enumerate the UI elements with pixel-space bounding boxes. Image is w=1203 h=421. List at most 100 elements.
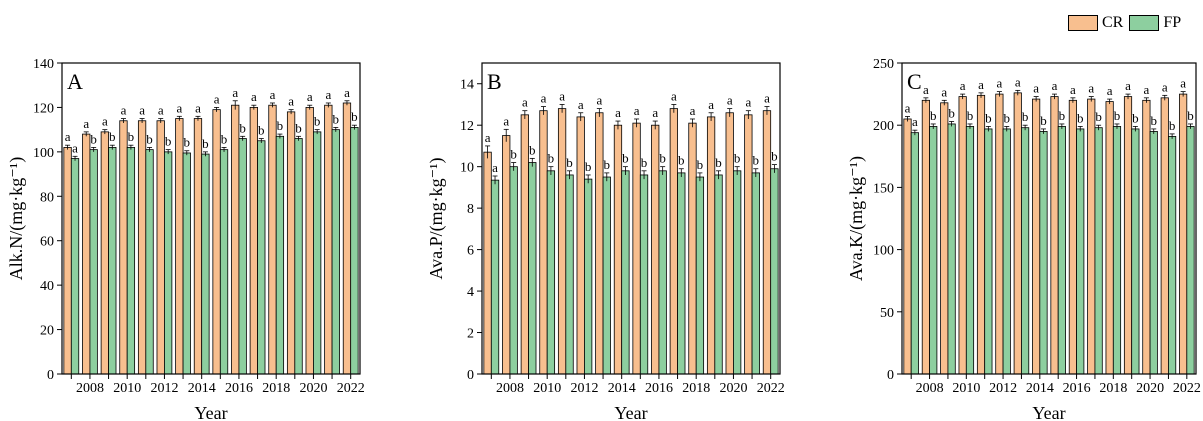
y-axis-title-c: Ava.K/(mg·kg⁻¹)	[846, 156, 867, 281]
bar-a-fp-2021	[331, 129, 340, 375]
sig-letter-c-fp-2008: b	[930, 108, 937, 123]
bar-b-cr-2010	[539, 110, 548, 375]
bar-b-cr-2007	[483, 151, 492, 375]
bar-c-fp-2022	[1186, 126, 1195, 375]
ytick-label-b-8: 8	[467, 202, 474, 217]
bar-b-cr-2019	[706, 116, 716, 375]
sig-letter-b-fp-2013: b	[604, 157, 611, 172]
sig-letter-c-fp-2014: b	[1040, 113, 1047, 128]
bar-c-cr-2014	[1032, 98, 1041, 375]
bar-c-cr-2017	[1087, 98, 1096, 375]
bar-a-cr-2015	[212, 109, 221, 375]
bar-b-fp-2010	[546, 170, 556, 375]
bar-c-cr-2010	[958, 96, 967, 375]
bar-b-cr-2022	[762, 110, 772, 375]
bar-a-cr-2007	[63, 147, 72, 375]
bar-c-cr-2015	[1050, 96, 1059, 375]
ytick-label-c-150: 150	[873, 181, 894, 196]
sig-letter-c-fp-2021: b	[1169, 118, 1176, 133]
sig-letter-c-cr-2019: a	[1125, 78, 1131, 93]
sig-letter-c-fp-2007: a	[912, 114, 918, 129]
sig-letter-c-fp-2009: b	[948, 105, 955, 120]
bar-b-fp-2007	[490, 179, 500, 375]
bar-b-cr-2018	[688, 122, 697, 375]
bar-a-cr-2018	[268, 104, 277, 375]
xtick-label-a-2022: 2022	[337, 381, 365, 396]
bar-c-cr-2021	[1160, 97, 1169, 375]
bar-a-cr-2017	[249, 107, 258, 375]
sig-letter-b-fp-2007: a	[492, 160, 498, 175]
y-axis-title-b: Ava.P/(mg·kg⁻¹)	[426, 157, 447, 279]
ytick-label-a-20: 20	[40, 324, 54, 339]
bar-c-fp-2016	[1076, 128, 1085, 375]
bar-b-fp-2018	[695, 176, 705, 375]
sig-letter-c-cr-2009: a	[941, 84, 947, 99]
y-axis-title-a: Alk.N/(mg·kg⁻¹)	[6, 157, 27, 280]
axis-frame-c	[901, 62, 1197, 375]
sig-letter-c-fp-2012: b	[1003, 110, 1010, 125]
xtick-label-c-2022: 2022	[1173, 381, 1201, 396]
bar-a-cr-2012	[156, 120, 165, 375]
sig-letter-c-cr-2007: a	[905, 100, 911, 115]
sig-letter-c-fp-2016: b	[1077, 110, 1084, 125]
bar-a-fp-2016	[238, 138, 247, 375]
sig-letter-b-cr-2018: a	[690, 103, 696, 118]
sig-letter-a-cr-2014: a	[195, 100, 201, 115]
ytick-label-b-6: 6	[467, 244, 474, 259]
sig-letter-a-cr-2020: a	[307, 89, 313, 104]
bar-c-cr-2008	[921, 99, 930, 375]
bar-a-fp-2015	[219, 149, 229, 375]
sig-letter-b-cr-2013: a	[596, 93, 602, 108]
ytick-label-a-0: 0	[47, 368, 54, 383]
sig-letter-c-fp-2019: b	[1132, 110, 1139, 125]
sig-letter-b-fp-2008: b	[510, 147, 517, 162]
xtick-label-c-2010: 2010	[952, 381, 980, 396]
bar-c-fp-2014	[1039, 131, 1048, 375]
sig-letter-b-fp-2012: b	[585, 159, 592, 174]
sig-letter-a-fp-2013: b	[184, 135, 191, 150]
xtick-label-b-2014: 2014	[608, 381, 636, 396]
legend-swatch-fp	[1129, 15, 1160, 31]
sig-letter-b-fp-2018: b	[697, 157, 704, 172]
sig-letter-c-cr-2021: a	[1162, 79, 1168, 94]
sig-letter-a-cr-2019: a	[288, 94, 294, 109]
sig-letter-a-cr-2016: a	[232, 85, 238, 100]
bar-b-fp-2008	[509, 166, 518, 375]
sig-letter-c-fp-2018: b	[1114, 108, 1121, 123]
legend: CR FP	[1068, 12, 1187, 34]
xtick-label-a-2018: 2018	[262, 381, 290, 396]
bar-c-fp-2021	[1168, 135, 1177, 375]
bar-a-cr-2020	[305, 107, 314, 375]
sig-letter-c-cr-2011: a	[978, 77, 984, 92]
bar-c-cr-2018	[1105, 101, 1114, 375]
panel-letter-c: C	[907, 69, 922, 94]
bar-a-fp-2008	[89, 149, 98, 375]
bar-b-cr-2016	[651, 124, 660, 375]
xtick-label-b-2016: 2016	[645, 381, 673, 396]
bar-c-cr-2022	[1179, 93, 1188, 375]
ytick-label-c-0: 0	[887, 368, 894, 383]
bar-c-cr-2013	[1013, 92, 1022, 375]
sig-letter-c-cr-2012: a	[996, 76, 1002, 91]
bar-c-fp-2013	[1021, 127, 1030, 375]
bar-b-fp-2022	[770, 168, 779, 375]
bar-a-cr-2011	[137, 120, 147, 375]
sig-letter-c-fp-2010: b	[967, 108, 974, 123]
sig-letter-c-cr-2014: a	[1033, 81, 1039, 96]
bar-a-fp-2022	[350, 127, 359, 375]
axis-frame-b	[481, 62, 781, 375]
bar-b-fp-2014	[621, 170, 630, 375]
bar-b-cr-2009	[520, 114, 529, 375]
bar-a-cr-2016	[231, 104, 240, 375]
bar-c-fp-2018	[1112, 126, 1122, 375]
xtick-label-a-2016: 2016	[225, 381, 253, 396]
bar-b-cr-2015	[632, 122, 641, 375]
xtick-label-a-2010: 2010	[113, 381, 141, 396]
bar-b-cr-2017	[669, 108, 678, 375]
xtick-label-b-2022: 2022	[757, 381, 785, 396]
xtick-label-c-2016: 2016	[1063, 381, 1091, 396]
xtick-label-b-2012: 2012	[570, 381, 598, 396]
bar-c-fp-2019	[1131, 128, 1140, 375]
sig-letter-a-fp-2007: a	[72, 140, 78, 155]
